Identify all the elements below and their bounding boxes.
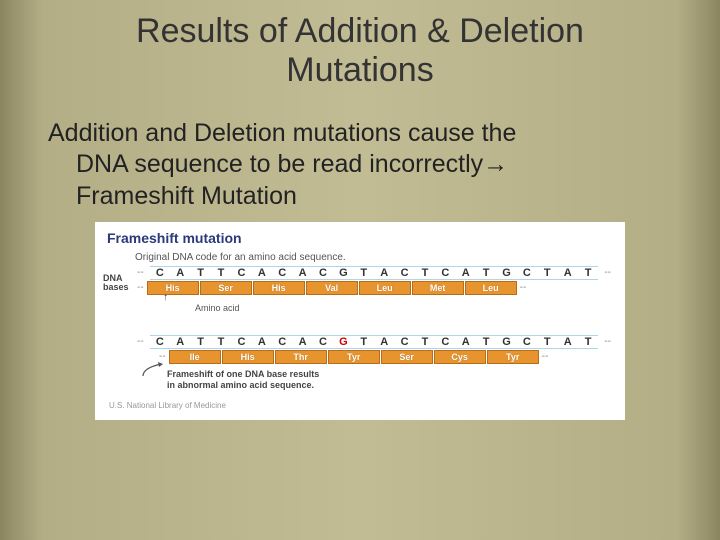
amino-acid-label: Amino acid	[195, 303, 613, 313]
base: A	[374, 267, 394, 279]
body-line-2: DNA sequence to be read incorrectly→	[48, 149, 672, 180]
base: G	[496, 336, 516, 348]
amino-acid-box: Met	[412, 281, 464, 295]
base: A	[170, 336, 190, 348]
diagram-caption: Frameshift of one DNA base results in ab…	[167, 369, 613, 391]
dna-bases-label: DNA bases	[103, 274, 129, 292]
base: G	[333, 336, 353, 348]
title-line-2: Mutations	[286, 51, 433, 89]
title-line-1: Results of Addition & Deletion	[136, 12, 584, 50]
base: T	[537, 336, 557, 348]
dash-icon: --	[602, 267, 613, 278]
base: T	[578, 336, 598, 348]
base: A	[292, 336, 312, 348]
base: T	[415, 267, 435, 279]
amino-acid-box: Val	[306, 281, 358, 295]
base: A	[252, 267, 272, 279]
amino-acid-box: Ser	[381, 350, 433, 364]
amino-acid-box: Ser	[200, 281, 252, 295]
arrow-swoop-icon	[137, 362, 167, 380]
base: C	[517, 267, 537, 279]
amino-acid-box: Tyr	[487, 350, 539, 364]
amino-acid-box: Tyr	[328, 350, 380, 364]
base: A	[292, 267, 312, 279]
base: A	[456, 336, 476, 348]
base: A	[557, 336, 577, 348]
base: C	[272, 336, 292, 348]
amino-acid-box: His	[222, 350, 274, 364]
diagram-credit: U.S. National Library of Medicine	[109, 401, 613, 410]
amino-acid-box: His	[253, 281, 305, 295]
dash-icon: --	[540, 351, 551, 362]
base: T	[354, 336, 374, 348]
base: C	[394, 336, 414, 348]
base: A	[557, 267, 577, 279]
dash-icon: --	[602, 336, 613, 347]
pointer-icon: ↑	[163, 295, 613, 301]
base: A	[374, 336, 394, 348]
base: T	[415, 336, 435, 348]
diagram-title: Frameshift mutation	[107, 230, 613, 246]
base: C	[150, 267, 170, 279]
original-dna-row: -- CATTCACACGTACTCATGCTAT --	[135, 266, 613, 280]
base: C	[231, 336, 251, 348]
amino-acid-box: Thr	[275, 350, 327, 364]
base: G	[496, 267, 516, 279]
aa-boxes-shifted: IleHisThrTyrSerCysTyr	[169, 350, 539, 364]
base: T	[211, 336, 231, 348]
base: T	[476, 336, 496, 348]
base: T	[537, 267, 557, 279]
body-text: Addition and Deletion mutations cause th…	[40, 118, 680, 212]
frameshift-diagram: Frameshift mutation Original DNA code fo…	[95, 222, 625, 420]
amino-acid-box: His	[147, 281, 199, 295]
base: C	[394, 267, 414, 279]
body-line-1: Addition and Deletion mutations cause th…	[48, 119, 516, 147]
diagram-subtitle-1: Original DNA code for an amino acid sequ…	[135, 252, 613, 263]
slide: Results of Addition & Deletion Mutations…	[0, 0, 720, 540]
dash-icon: --	[518, 282, 529, 293]
base: C	[313, 267, 333, 279]
amino-acid-box: Leu	[359, 281, 411, 295]
base: A	[456, 267, 476, 279]
dash-icon: --	[135, 336, 146, 347]
amino-acid-box: Cys	[434, 350, 486, 364]
base: T	[354, 267, 374, 279]
base: C	[272, 267, 292, 279]
aa-boxes-original: HisSerHisValLeuMetLeu	[147, 281, 517, 295]
base: C	[231, 267, 251, 279]
base: T	[190, 267, 210, 279]
amino-acid-box: Ile	[169, 350, 221, 364]
body-line-3: Frameshift Mutation	[48, 181, 672, 212]
base: T	[190, 336, 210, 348]
shifted-aa-row: -- IleHisThrTyrSerCysTyr --	[157, 350, 613, 364]
dash-icon: --	[135, 267, 146, 278]
base: C	[435, 336, 455, 348]
base: G	[333, 267, 353, 279]
base: T	[476, 267, 496, 279]
base: A	[252, 336, 272, 348]
dna-strip-original: CATTCACACGTACTCATGCTAT	[150, 266, 599, 280]
slide-title: Results of Addition & Deletion Mutations	[40, 12, 680, 90]
original-aa-row: -- HisSerHisValLeuMetLeu --	[135, 281, 613, 295]
dna-strip-shifted: CATTCACACGTACTCATGCTAT	[150, 335, 599, 349]
bases-original: CATTCACACGTACTCATGCTAT	[150, 267, 599, 279]
shifted-dna-row: -- CATTCACACGTACTCATGCTAT --	[135, 335, 613, 349]
base: A	[170, 267, 190, 279]
amino-acid-box: Leu	[465, 281, 517, 295]
dash-icon: --	[157, 351, 168, 362]
bases-shifted: CATTCACACGTACTCATGCTAT	[150, 336, 599, 348]
base: T	[211, 267, 231, 279]
base: C	[435, 267, 455, 279]
base: C	[150, 336, 170, 348]
base: T	[578, 267, 598, 279]
base: C	[517, 336, 537, 348]
base: C	[313, 336, 333, 348]
dash-icon: --	[135, 282, 146, 293]
